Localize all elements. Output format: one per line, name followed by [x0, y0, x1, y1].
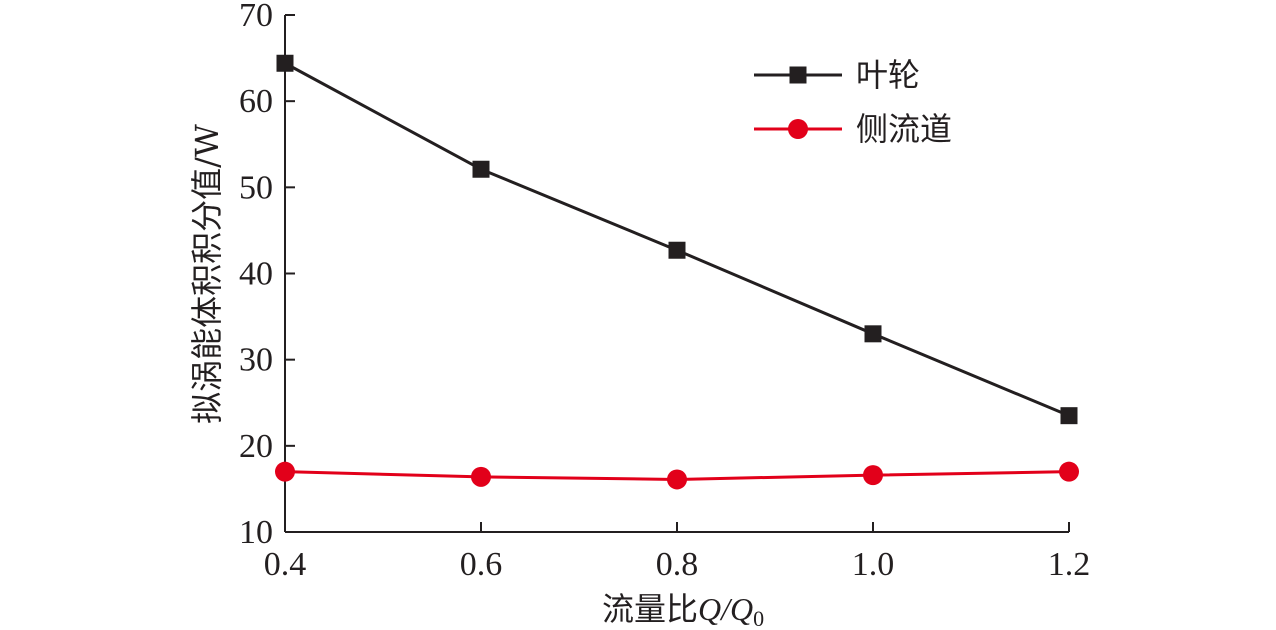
y-tick-label: 70: [239, 0, 273, 34]
y-tick-label: 50: [239, 169, 273, 206]
y-axis-title: 拟涡能体积积分值/W: [188, 124, 226, 424]
series-layer: [275, 54, 1079, 490]
data-point: [863, 465, 883, 486]
x-tick-label: 0.6: [460, 546, 503, 583]
y-tick-label: 30: [239, 342, 273, 379]
y-ticks: 10 20 30 40 50 60 70: [239, 0, 295, 551]
x-ticks: 0.4 0.6 0.8 1.0 1.2: [264, 522, 1091, 583]
data-point: [1059, 461, 1079, 482]
x-axis-title-subscript: 0: [753, 606, 764, 630]
legend-marker: [788, 119, 808, 139]
x-tick-label: 1.0: [852, 546, 895, 583]
x-tick-label: 0.8: [656, 546, 699, 583]
y-tick-label: 60: [239, 83, 273, 120]
y-tick-label: 10: [239, 514, 273, 551]
data-point: [472, 160, 490, 178]
x-axis-title-text: 流量比: [602, 590, 698, 628]
data-point: [864, 325, 882, 343]
data-point: [276, 54, 294, 72]
data-point: [1060, 407, 1078, 425]
x-tick-label: 0.4: [264, 546, 307, 583]
data-point: [275, 461, 295, 482]
data-point: [667, 469, 687, 490]
axes: [284, 15, 1069, 533]
x-axis-title: 流量比Q/Q0: [602, 590, 764, 630]
data-point: [668, 241, 686, 259]
legend-label: 侧流道: [856, 110, 952, 148]
legend-label: 叶轮: [856, 56, 920, 94]
x-axis-title-variable: Q/Q: [698, 591, 753, 627]
legend-marker: [789, 66, 807, 84]
x-tick-label: 1.2: [1048, 546, 1091, 583]
y-tick-label: 40: [239, 256, 273, 293]
y-tick-label: 20: [239, 428, 273, 465]
data-point: [471, 466, 491, 487]
